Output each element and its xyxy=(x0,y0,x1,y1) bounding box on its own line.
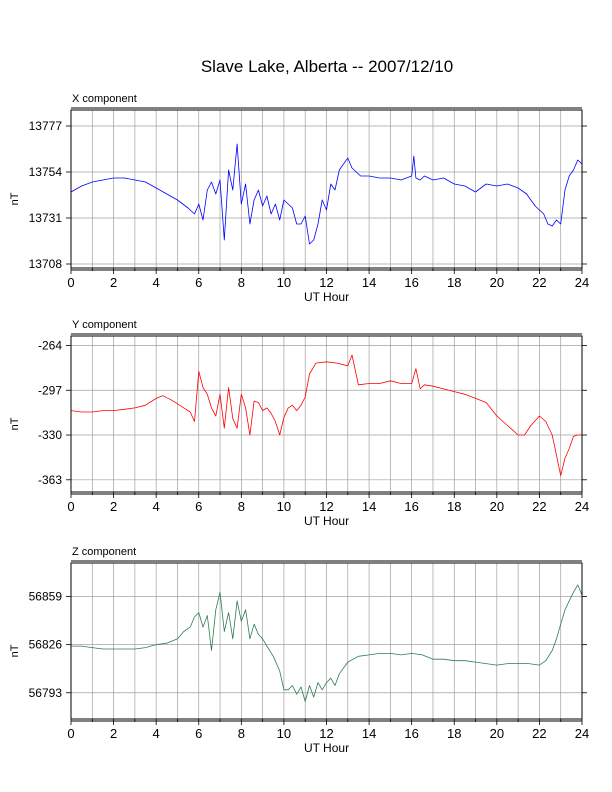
x-tick-label: 4 xyxy=(153,726,160,741)
x-tick-label: 2 xyxy=(110,275,117,290)
y-tick-label: 13708 xyxy=(29,257,63,271)
x-tick-label: 24 xyxy=(575,726,589,741)
panel-label: X component xyxy=(72,93,137,105)
x-tick-label: 14 xyxy=(362,499,376,514)
x-tick-label: 12 xyxy=(319,726,333,741)
x-axis-label: UT Hour xyxy=(304,741,349,755)
x-axis-label: UT Hour xyxy=(304,514,349,528)
x-tick-label: 18 xyxy=(447,726,461,741)
y-tick-label: 13754 xyxy=(29,165,63,179)
x-tick-label: 10 xyxy=(277,726,291,741)
y-tick-label: 13777 xyxy=(29,119,63,133)
y-tick-label: -297 xyxy=(38,383,62,397)
x-tick-label: 2 xyxy=(110,726,117,741)
y-tick-label: 56793 xyxy=(29,686,63,700)
x-tick-label: 14 xyxy=(362,275,376,290)
x-tick-label: 24 xyxy=(575,275,589,290)
x-tick-label: 8 xyxy=(238,726,245,741)
x-tick-label: 16 xyxy=(404,726,418,741)
x-tick-label: 12 xyxy=(319,275,333,290)
x-tick-label: 8 xyxy=(238,275,245,290)
x-tick-label: 22 xyxy=(532,275,546,290)
x-tick-label: 8 xyxy=(238,499,245,514)
x-tick-label: 20 xyxy=(490,499,504,514)
page-title: Slave Lake, Alberta -- 2007/12/10 xyxy=(200,57,454,76)
x-tick-label: 6 xyxy=(195,275,202,290)
y-axis-label: nT xyxy=(9,417,21,430)
x-tick-label: 12 xyxy=(319,499,333,514)
y-tick-label: 56826 xyxy=(29,638,63,652)
series-line xyxy=(70,354,582,477)
panel-label: Z component xyxy=(72,546,136,558)
x-tick-label: 24 xyxy=(575,499,589,514)
x-tick-label: 0 xyxy=(67,726,74,741)
x-tick-label: 4 xyxy=(153,499,160,514)
x-tick-label: 20 xyxy=(490,726,504,741)
x-tick-label: 0 xyxy=(67,499,74,514)
x-tick-label: 2 xyxy=(110,499,117,514)
x-tick-label: 4 xyxy=(153,275,160,290)
y-axis-label: nT xyxy=(9,192,21,205)
y-tick-label: 56859 xyxy=(29,590,63,604)
x-tick-label: 20 xyxy=(490,275,504,290)
x-tick-label: 16 xyxy=(404,499,418,514)
x-tick-label: 14 xyxy=(362,726,376,741)
y-tick-label: -363 xyxy=(38,473,62,487)
x-axis-label: UT Hour xyxy=(304,290,349,304)
x-tick-label: 0 xyxy=(67,275,74,290)
y-axis-label: nT xyxy=(9,644,21,657)
x-tick-label: 18 xyxy=(447,499,461,514)
series-line xyxy=(71,584,583,702)
y-tick-label: -330 xyxy=(38,428,62,442)
x-tick-label: 6 xyxy=(195,499,202,514)
x-tick-label: 22 xyxy=(532,499,546,514)
panel-label: Y component xyxy=(72,319,137,331)
series-line xyxy=(70,143,583,245)
y-tick-label: 13731 xyxy=(29,211,63,225)
x-tick-label: 18 xyxy=(447,275,461,290)
y-tick-label: -264 xyxy=(38,338,62,352)
x-tick-label: 10 xyxy=(277,275,291,290)
x-tick-label: 22 xyxy=(532,726,546,741)
x-tick-label: 6 xyxy=(195,726,202,741)
x-tick-label: 10 xyxy=(277,499,291,514)
x-tick-label: 16 xyxy=(404,275,418,290)
